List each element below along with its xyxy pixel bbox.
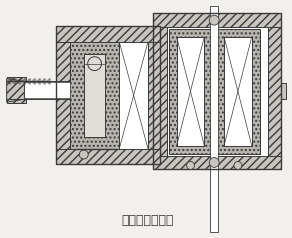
Text: （三）防爆装置: （三）防爆装置 (122, 214, 174, 227)
Circle shape (88, 57, 102, 71)
Bar (167, 27, 267, 156)
Circle shape (187, 162, 194, 169)
Polygon shape (12, 79, 15, 84)
Bar (56, 42, 70, 149)
Bar (7, 78, 26, 103)
Polygon shape (7, 79, 11, 84)
Circle shape (209, 158, 219, 167)
Bar (10, 82, 70, 98)
Bar (224, 37, 252, 146)
Polygon shape (7, 79, 25, 102)
Bar (153, 13, 281, 169)
Bar (119, 42, 148, 149)
Bar (267, 27, 281, 156)
Circle shape (209, 15, 219, 25)
Bar (70, 42, 119, 149)
Polygon shape (31, 79, 35, 84)
Bar (56, 26, 160, 164)
Bar (153, 13, 281, 27)
Polygon shape (46, 79, 50, 84)
Bar (153, 27, 167, 156)
Polygon shape (22, 79, 25, 84)
Bar (84, 54, 105, 137)
Polygon shape (26, 79, 30, 84)
Bar (281, 84, 286, 99)
Polygon shape (17, 79, 20, 84)
Bar (210, 6, 218, 232)
Bar (56, 26, 160, 42)
Bar (153, 156, 281, 169)
Circle shape (79, 150, 88, 159)
Polygon shape (36, 79, 40, 84)
Bar (216, 29, 260, 154)
Circle shape (234, 162, 242, 169)
Bar (56, 149, 160, 164)
Polygon shape (41, 79, 45, 84)
Bar (148, 42, 160, 149)
Bar (169, 29, 212, 154)
Bar (177, 37, 204, 146)
